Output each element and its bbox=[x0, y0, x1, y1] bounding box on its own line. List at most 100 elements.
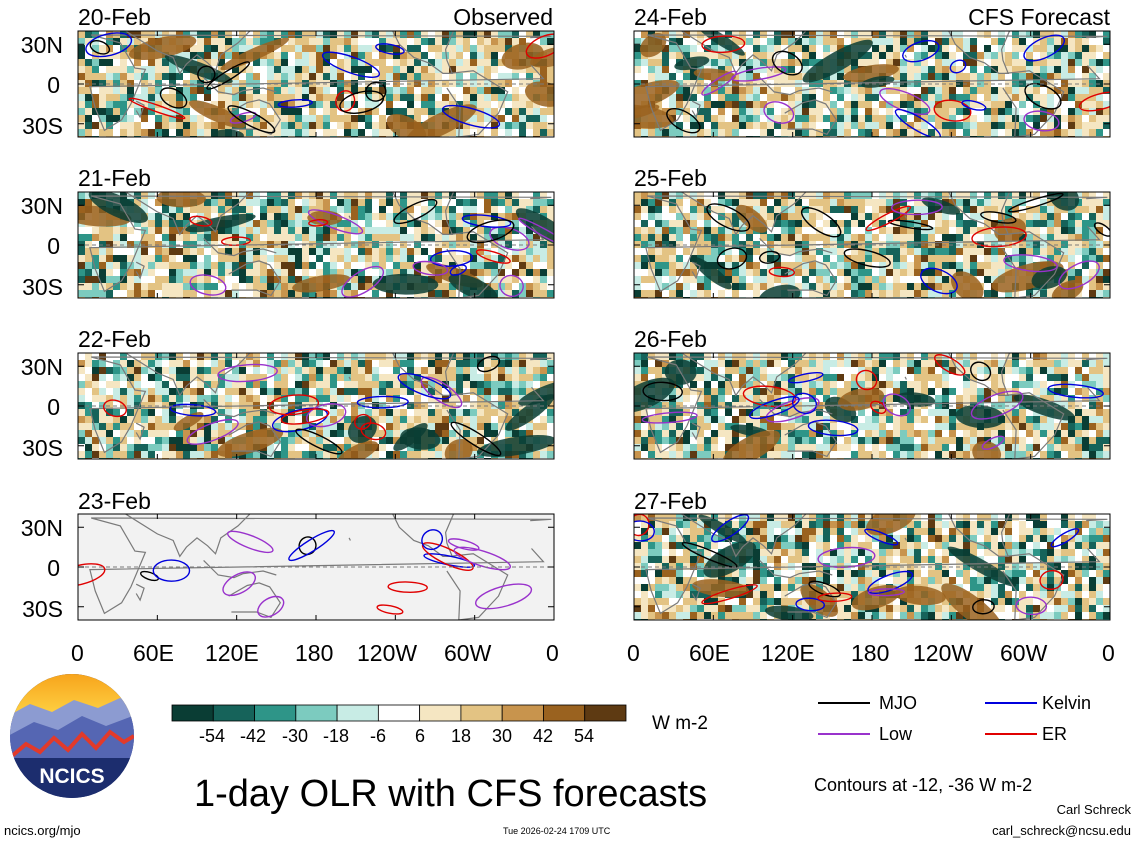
olr-cell bbox=[176, 416, 184, 424]
olr-cell bbox=[127, 87, 135, 95]
olr-cell bbox=[851, 31, 859, 39]
olr-cell bbox=[253, 269, 261, 277]
olr-cell bbox=[1103, 220, 1110, 228]
olr-cell bbox=[795, 206, 803, 214]
olr-cell bbox=[330, 94, 338, 102]
olr-cell bbox=[183, 395, 191, 403]
olr-cell bbox=[379, 409, 387, 417]
olr-cell bbox=[746, 87, 754, 95]
olr-cell bbox=[921, 122, 929, 130]
olr-cell bbox=[176, 206, 184, 214]
olr-cell bbox=[134, 234, 142, 242]
olr-cell bbox=[837, 199, 845, 207]
olr-cell bbox=[547, 451, 554, 459]
olr-cell bbox=[316, 353, 324, 361]
olr-cell bbox=[260, 451, 268, 459]
olr-cell bbox=[365, 122, 373, 130]
olr-cell bbox=[477, 381, 485, 389]
olr-cell bbox=[358, 367, 366, 375]
olr-cell bbox=[421, 101, 429, 109]
olr-cell bbox=[949, 220, 957, 228]
olr-cell bbox=[1103, 73, 1110, 81]
olr-cell bbox=[533, 290, 541, 298]
olr-cell bbox=[330, 59, 338, 67]
olr-cell bbox=[204, 52, 212, 60]
olr-cell bbox=[155, 269, 163, 277]
olr-cell bbox=[900, 108, 908, 116]
olr-cell bbox=[211, 283, 219, 291]
olr-cell bbox=[386, 360, 394, 368]
olr-cell bbox=[1019, 129, 1027, 137]
olr-cell bbox=[295, 276, 303, 284]
olr-cell bbox=[190, 52, 198, 60]
olr-cell bbox=[991, 213, 999, 221]
olr-cell bbox=[323, 199, 331, 207]
olr-cell bbox=[127, 115, 135, 123]
olr-cell bbox=[767, 52, 775, 60]
olr-cell bbox=[519, 248, 527, 256]
olr-cell bbox=[1012, 206, 1020, 214]
olr-cell bbox=[1096, 73, 1104, 81]
olr-cell bbox=[491, 283, 499, 291]
olr-cell bbox=[774, 87, 782, 95]
olr-cell bbox=[92, 388, 100, 396]
olr-cell bbox=[732, 108, 740, 116]
olr-cell bbox=[85, 108, 93, 116]
olr-cell bbox=[1005, 122, 1013, 130]
olr-cell bbox=[1103, 94, 1110, 102]
olr-cell bbox=[267, 108, 275, 116]
olr-cell bbox=[519, 262, 527, 270]
olr-cell bbox=[344, 416, 352, 424]
olr-cell bbox=[977, 73, 985, 81]
olr-cell bbox=[858, 220, 866, 228]
olr-cell bbox=[316, 101, 324, 109]
wave-contour bbox=[763, 101, 795, 124]
olr-cell bbox=[99, 94, 107, 102]
olr-cell bbox=[809, 108, 817, 116]
olr-cell bbox=[851, 122, 859, 130]
olr-cell bbox=[281, 59, 289, 67]
olr-cell bbox=[323, 374, 331, 382]
olr-cell bbox=[134, 437, 142, 445]
olr-cell bbox=[484, 388, 492, 396]
olr-cell bbox=[106, 248, 114, 256]
olr-cell bbox=[1061, 31, 1069, 39]
olr-cell bbox=[767, 199, 775, 207]
olr-cell bbox=[407, 59, 415, 67]
olr-cell bbox=[477, 353, 485, 361]
olr-cell bbox=[683, 38, 691, 46]
olr-cell bbox=[197, 38, 205, 46]
olr-cell bbox=[323, 73, 331, 81]
olr-cell bbox=[683, 52, 691, 60]
olr-cell bbox=[1026, 122, 1034, 130]
olr-cell bbox=[92, 45, 100, 53]
olr-cell bbox=[865, 52, 873, 60]
olr-cell bbox=[505, 199, 513, 207]
olr-cell bbox=[928, 129, 936, 137]
olr-cell bbox=[358, 234, 366, 242]
olr-cell bbox=[365, 360, 373, 368]
olr-cell bbox=[274, 66, 282, 74]
olr-cell bbox=[865, 31, 873, 39]
olr-cell bbox=[386, 374, 394, 382]
olr-cell bbox=[134, 290, 142, 298]
olr-cell bbox=[746, 122, 754, 130]
olr-cell bbox=[683, 122, 691, 130]
olr-cell bbox=[358, 381, 366, 389]
olr-cell bbox=[540, 129, 548, 137]
olr-cell bbox=[99, 430, 107, 438]
olr-cell bbox=[274, 283, 282, 291]
olr-cell bbox=[274, 227, 282, 235]
olr-cell bbox=[830, 199, 838, 207]
olr-cell bbox=[788, 213, 796, 221]
olr-cell bbox=[788, 73, 796, 81]
olr-cell bbox=[669, 129, 677, 137]
olr-cell bbox=[711, 213, 719, 221]
olr-cell bbox=[795, 59, 803, 67]
olr-cell bbox=[547, 262, 554, 270]
olr-cell bbox=[183, 206, 191, 214]
olr-cell bbox=[302, 192, 310, 200]
olr-cell bbox=[85, 192, 93, 200]
olr-cell bbox=[505, 108, 513, 116]
olr-cell bbox=[1082, 73, 1090, 81]
